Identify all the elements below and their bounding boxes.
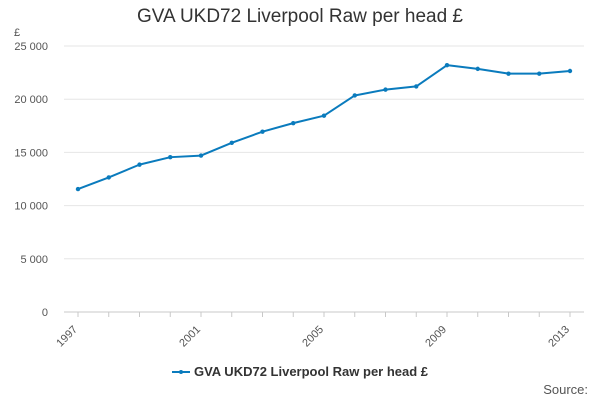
y-tick-label: 20 000 [14,94,48,106]
series-line [77,64,571,191]
data-point[interactable] [260,129,265,134]
data-point[interactable] [137,162,142,167]
y-axis-label: £ [14,27,20,39]
legend-swatch [171,367,190,377]
y-tick-label: 0 [42,307,48,319]
data-point[interactable] [229,140,234,146]
x-tick-label: 2009 [423,324,449,350]
x-tick-label: 2001 [177,324,203,350]
x-tick-label: 2005 [300,324,326,350]
legend[interactable]: GVA UKD72 Liverpool Raw per head £ [0,364,600,379]
legend-label: GVA UKD72 Liverpool Raw per head £ [193,364,429,379]
y-tick-label: 25 000 [14,41,48,53]
axis-layer: 0 5 000 10 000 15 000 20 000 25 000 £1997 2001 2… [14,27,584,349]
data-point[interactable] [567,68,573,74]
data-point[interactable] [291,120,296,126]
data-point[interactable] [383,87,388,92]
x-tick-label: 1997 [54,324,80,350]
data-point[interactable] [106,175,111,180]
x-tick-label: 2013 [546,324,572,350]
y-tick-label: 5 000 [20,254,48,266]
chart-title: GVA UKD72 Liverpool Raw per head £ [137,6,463,27]
data-point[interactable] [352,93,357,98]
data-point[interactable] [75,186,81,192]
y-tick-label: 15 000 [14,147,48,159]
data-point[interactable] [321,113,327,118]
data-point[interactable] [198,153,204,158]
data-point[interactable] [506,71,511,76]
data-point[interactable] [414,84,419,89]
data-point[interactable] [475,66,480,72]
data-point[interactable] [444,62,450,68]
data-point[interactable] [537,71,542,76]
series-layer [75,62,573,192]
grid-layer [64,45,584,313]
data-point[interactable] [168,154,173,160]
y-tick-label: 10 000 [14,201,48,213]
source-label: Source: [543,382,588,397]
